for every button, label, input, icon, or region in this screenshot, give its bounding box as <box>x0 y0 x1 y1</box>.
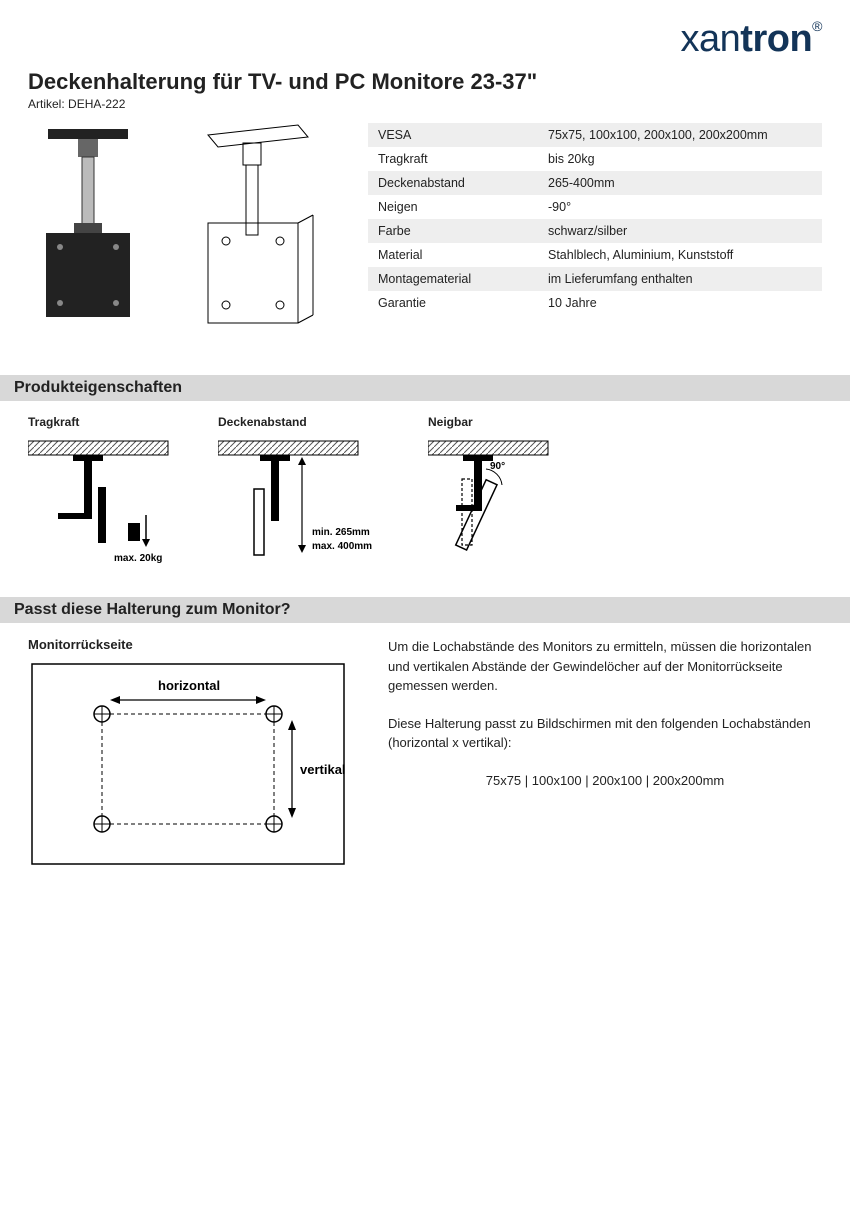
h-label: horizontal <box>158 678 220 693</box>
spec-value: Stahlblech, Aluminium, Kunststoff <box>548 248 812 262</box>
spec-row: Neigen-90° <box>368 195 822 219</box>
spec-label: Garantie <box>378 296 548 310</box>
feature-neigbar: Neigbar 90° <box>428 415 588 575</box>
spec-row: VESA75x75, 100x100, 200x100, 200x200mm <box>368 123 822 147</box>
product-images <box>28 123 328 353</box>
spec-value: schwarz/silber <box>548 224 812 238</box>
fit-values: 75x75 | 100x100 | 200x100 | 200x200mm <box>388 771 822 791</box>
spec-value: im Lieferumfang enthalten <box>548 272 812 286</box>
spec-row: Montagematerialim Lieferumfang enthalten <box>368 267 822 291</box>
logo-pre: xan <box>681 18 741 60</box>
fit-para2: Diese Halterung passt zu Bildschirmen mi… <box>388 714 822 753</box>
feature-angle: 90° <box>490 461 505 472</box>
article-label: Artikel: <box>28 97 65 111</box>
spec-label: Deckenabstand <box>378 176 548 190</box>
product-image-2 <box>178 123 328 353</box>
spec-value: 10 Jahre <box>548 296 812 310</box>
logo-bold: tron <box>740 18 812 60</box>
feature-title: Tragkraft <box>28 415 188 429</box>
spec-value: bis 20kg <box>548 152 812 166</box>
feature-caption: max. 20kg <box>114 553 162 564</box>
spec-label: Farbe <box>378 224 548 238</box>
product-image-1 <box>28 123 148 333</box>
article-line: Artikel: DEHA-222 <box>28 97 822 111</box>
feature-deckenabstand: Deckenabstand min. 265mm max. 400mm <box>218 415 398 575</box>
fit-subtitle: Monitorrückseite <box>28 637 358 652</box>
section-fit-bar: Passt diese Halterung zum Monitor? <box>0 597 850 623</box>
spec-label: Material <box>378 248 548 262</box>
spec-row: Farbeschwarz/silber <box>368 219 822 243</box>
feature-title: Neigbar <box>428 415 588 429</box>
section-features-bar: Produkteigenschaften <box>0 375 850 401</box>
feature-min: min. 265mm <box>312 527 370 538</box>
feature-max: max. 400mm <box>312 541 372 552</box>
spec-label: Neigen <box>378 200 548 214</box>
feature-tragkraft: Tragkraft max. 20kg <box>28 415 188 575</box>
spec-label: Montagematerial <box>378 272 548 286</box>
spec-value: 75x75, 100x100, 200x100, 200x200mm <box>548 128 812 142</box>
v-label: vertikal <box>300 762 346 777</box>
spec-table: VESA75x75, 100x100, 200x100, 200x200mm T… <box>368 123 822 353</box>
spec-label: VESA <box>378 128 548 142</box>
spec-value: -90° <box>548 200 812 214</box>
fit-para1: Um die Lochabstände des Monitors zu ermi… <box>388 637 822 696</box>
spec-value: 265-400mm <box>548 176 812 190</box>
page-title: Deckenhalterung für TV- und PC Monitore … <box>28 69 822 95</box>
spec-row: Deckenabstand265-400mm <box>368 171 822 195</box>
spec-row: MaterialStahlblech, Aluminium, Kunststof… <box>368 243 822 267</box>
fit-diagram-block: Monitorrückseite horizontal <box>28 637 358 870</box>
spec-label: Tragkraft <box>378 152 548 166</box>
spec-row: Tragkraftbis 20kg <box>368 147 822 171</box>
feature-title: Deckenabstand <box>218 415 398 429</box>
article-value: DEHA-222 <box>68 97 125 111</box>
logo-reg: ® <box>812 18 822 34</box>
spec-row: Garantie10 Jahre <box>368 291 822 315</box>
header: xantron® <box>28 18 822 61</box>
fit-text-block: Um die Lochabstände des Monitors zu ermi… <box>388 637 822 870</box>
brand-logo: xantron® <box>681 18 822 61</box>
